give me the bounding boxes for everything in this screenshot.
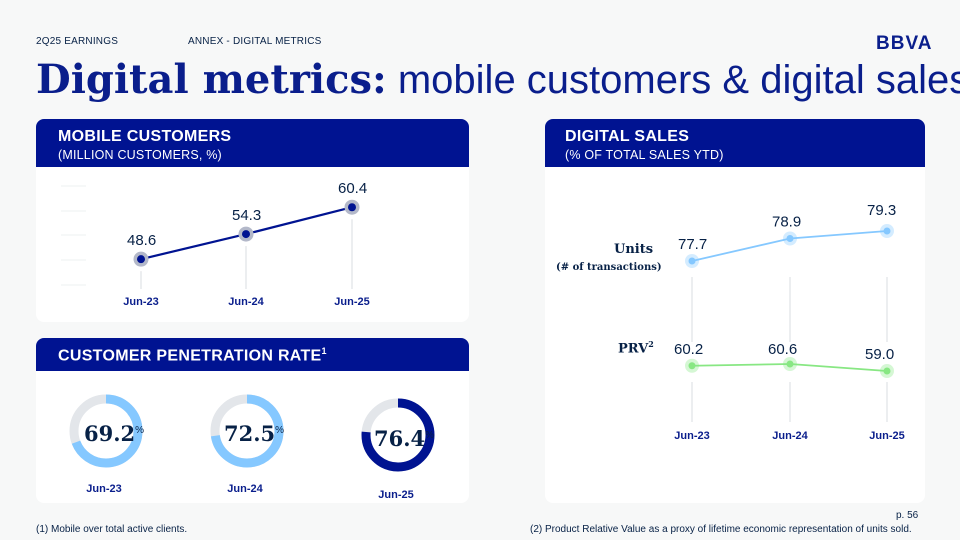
prv-point [786, 360, 794, 368]
mobile-customers-value: 48.6 [127, 232, 156, 249]
gauge-value-jun-25: 76.4% [374, 426, 435, 451]
page-title: Digital metrics: mobile customers & digi… [36, 56, 960, 103]
title-bold: Digital metrics: [36, 56, 387, 103]
penetration-footnote-marker: 1 [321, 346, 327, 356]
prv-point [883, 367, 891, 375]
units-point [786, 235, 794, 242]
gauge-value-jun-24: 72.5% [224, 421, 285, 446]
prv-value: 60.2 [674, 341, 703, 358]
digital-sales-chart: 77.7 78.9 79.3 60.2 60.6 59.0 Jun-23 Jun-24 Jun-… [674, 202, 905, 442]
mobile-customers-heading: MOBILE CUSTOMERS [58, 128, 232, 145]
digital-sales-panel: DIGITAL SALES (% OF TOTAL SALES YTD) [545, 119, 925, 503]
digital-sales-subheading: (% OF TOTAL SALES YTD) [565, 148, 724, 162]
x-axis-label: Jun-25 [334, 296, 369, 308]
gauge-value-jun-23: 69.2% [84, 421, 145, 446]
units-value: 79.3 [867, 202, 896, 219]
bbva-logo: BBVA [876, 33, 933, 54]
mobile-customers-value: 60.4 [338, 180, 367, 197]
x-axis-label: Jun-24 [228, 296, 264, 308]
mobile-customers-band: MOBILE CUSTOMERS (MILLION CUSTOMERS, %) [36, 119, 469, 167]
gauge-label: Jun-23 [86, 483, 121, 495]
gauge-fill [361, 398, 435, 472]
mobile-customers-value: 54.3 [232, 207, 261, 224]
mobile-customers-chart: 48.6 Jun-23 54.3 Jun-24 60.4 Jun-25 [61, 180, 370, 308]
digital-sales-heading: DIGITAL SALES [565, 128, 690, 145]
footnote-2: (2) Product Relative Value as a proxy of… [530, 524, 912, 535]
digital-sales-band: DIGITAL SALES (% OF TOTAL SALES YTD) [545, 119, 925, 167]
mobile-customers-subheading: (MILLION CUSTOMERS, %) [58, 148, 222, 162]
gauge-fill [210, 394, 284, 468]
units-label: Units [614, 242, 654, 257]
x-axis-label: Jun-25 [869, 430, 904, 442]
mobile-customers-panel: MOBILE CUSTOMERS (MILLION CUSTOMERS, %) [36, 119, 469, 322]
section-label: 2Q25 EARNINGS [36, 36, 119, 47]
prv-label: PRV2 [618, 339, 654, 357]
units-sublabel: (# of transactions) [556, 262, 662, 273]
penetration-band: CUSTOMER PENETRATION RATE1 [36, 338, 469, 371]
prv-footnote-marker: 2 [648, 339, 654, 349]
page-number: p. 56 [896, 510, 919, 521]
prv-value: 60.6 [768, 341, 797, 358]
subsection-label: ANNEX - DIGITAL METRICS [188, 36, 322, 47]
mobile-customers-point [348, 203, 356, 212]
prv-point [688, 362, 696, 370]
mobile-customers-point [242, 230, 250, 239]
gauge-fill [69, 394, 143, 468]
footnote-1: (1) Mobile over total active clients. [36, 524, 188, 535]
x-axis-label: Jun-23 [123, 296, 158, 308]
units-value: 77.7 [678, 236, 707, 253]
units-value: 78.9 [772, 214, 801, 231]
mobile-customers-point [137, 255, 145, 264]
penetration-heading: CUSTOMER PENETRATION RATE1 [58, 346, 327, 365]
x-axis-label: Jun-23 [674, 430, 709, 442]
prv-value: 59.0 [865, 346, 894, 363]
gauge-label: Jun-25 [378, 489, 413, 501]
units-point [688, 257, 696, 265]
x-axis-label: Jun-24 [772, 430, 808, 442]
units-point [883, 227, 891, 235]
gauge-label: Jun-24 [227, 483, 263, 495]
penetration-panel: CUSTOMER PENETRATION RATE1 [36, 338, 469, 503]
penetration-gauges: Jun-23 Jun-24 Jun-25 [69, 394, 435, 501]
title-rest: mobile customers & digital sales [397, 58, 960, 102]
